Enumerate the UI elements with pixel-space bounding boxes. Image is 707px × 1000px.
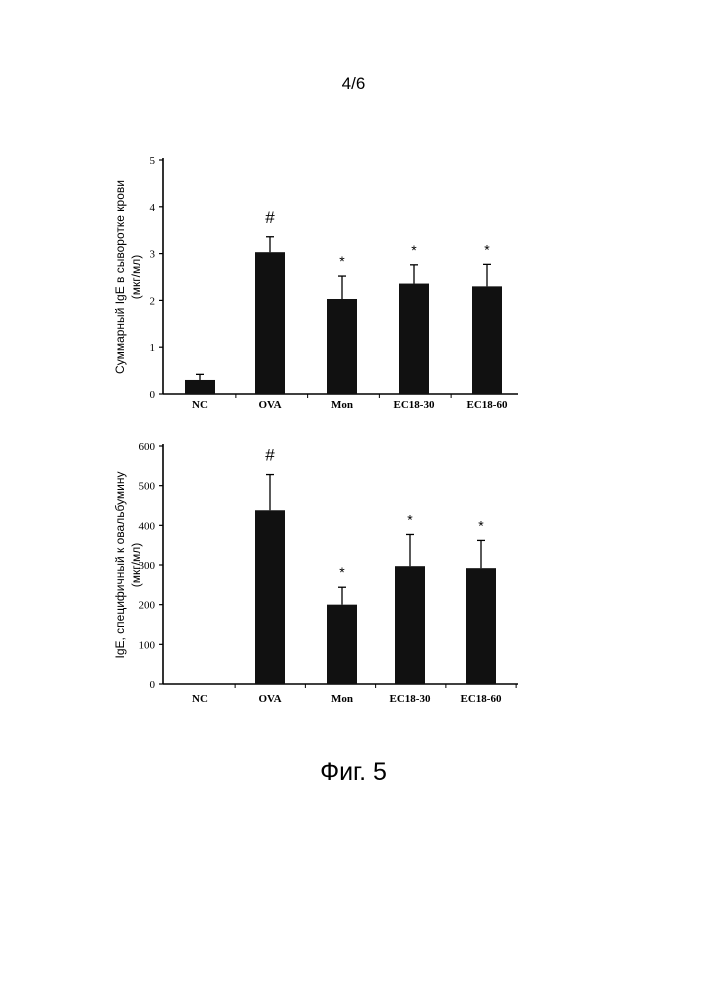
y-tick-label: 4 bbox=[150, 202, 156, 214]
y-tick-label: 5 bbox=[150, 155, 156, 167]
category-label: OVA bbox=[258, 399, 281, 411]
y-axis-label-line1: IgE, специфичный к овальбумину bbox=[113, 471, 127, 658]
y-tick-label: 1 bbox=[150, 342, 156, 354]
bar bbox=[255, 252, 285, 394]
category-label: NC bbox=[192, 693, 208, 705]
y-tick-label: 600 bbox=[139, 441, 156, 453]
y-axis-label-line2: (мкг/мл) bbox=[129, 255, 143, 299]
y-axis-label: Суммарный IgE в сыворотке крови (мкг/мл) bbox=[113, 180, 143, 374]
significance-mark: * bbox=[484, 241, 490, 257]
category-label: Mon bbox=[331, 693, 353, 705]
bar bbox=[395, 566, 425, 684]
bar bbox=[466, 568, 496, 684]
significance-mark: * bbox=[478, 517, 484, 533]
bar bbox=[327, 299, 357, 394]
total-ige-bar-chart: Суммарный IgE в сыворотке крови (мкг/мл)… bbox=[0, 140, 707, 430]
significance-mark: # bbox=[265, 446, 275, 465]
plot-area: 0 100 200 300 400 500 600 NC # OVA * Mon * EC18-30 * EC… bbox=[139, 441, 519, 705]
category-label: EC18-30 bbox=[390, 693, 431, 705]
y-tick-label: 2 bbox=[150, 295, 156, 307]
y-axis-label-line1: Суммарный IgE в сыворотке крови bbox=[113, 180, 127, 374]
y-tick-label: 200 bbox=[139, 600, 156, 612]
bar bbox=[327, 605, 357, 684]
y-tick-label: 100 bbox=[139, 639, 156, 651]
figure-caption: Фиг. 5 bbox=[0, 758, 707, 787]
significance-mark: # bbox=[265, 208, 275, 227]
y-tick-label: 3 bbox=[150, 249, 156, 261]
y-tick-label: 0 bbox=[150, 679, 156, 691]
significance-mark: * bbox=[411, 242, 417, 258]
ova-specific-ige-bar-chart: IgE, специфичный к овальбумину (мкг/мл) … bbox=[0, 430, 707, 720]
y-tick-label: 500 bbox=[139, 481, 156, 493]
bar bbox=[185, 380, 215, 394]
category-label: NC bbox=[192, 399, 208, 411]
category-label: EC18-30 bbox=[394, 399, 435, 411]
significance-mark: * bbox=[407, 511, 413, 527]
significance-mark: * bbox=[339, 253, 345, 269]
bar bbox=[472, 286, 502, 394]
category-label: EC18-60 bbox=[467, 399, 508, 411]
category-label: Mon bbox=[331, 399, 353, 411]
category-label: OVA bbox=[258, 693, 281, 705]
y-tick-label: 400 bbox=[139, 520, 156, 532]
significance-mark: * bbox=[339, 564, 345, 580]
category-label: EC18-60 bbox=[461, 693, 502, 705]
bar bbox=[399, 284, 429, 394]
page-number: 4/6 bbox=[0, 74, 707, 94]
y-tick-label: 300 bbox=[139, 560, 156, 572]
y-tick-label: 0 bbox=[150, 389, 156, 401]
plot-area: 0 1 2 3 4 5 NC # OVA * Mon * EC18-30 * EC18-60 bbox=[150, 155, 519, 411]
bar bbox=[255, 510, 285, 684]
